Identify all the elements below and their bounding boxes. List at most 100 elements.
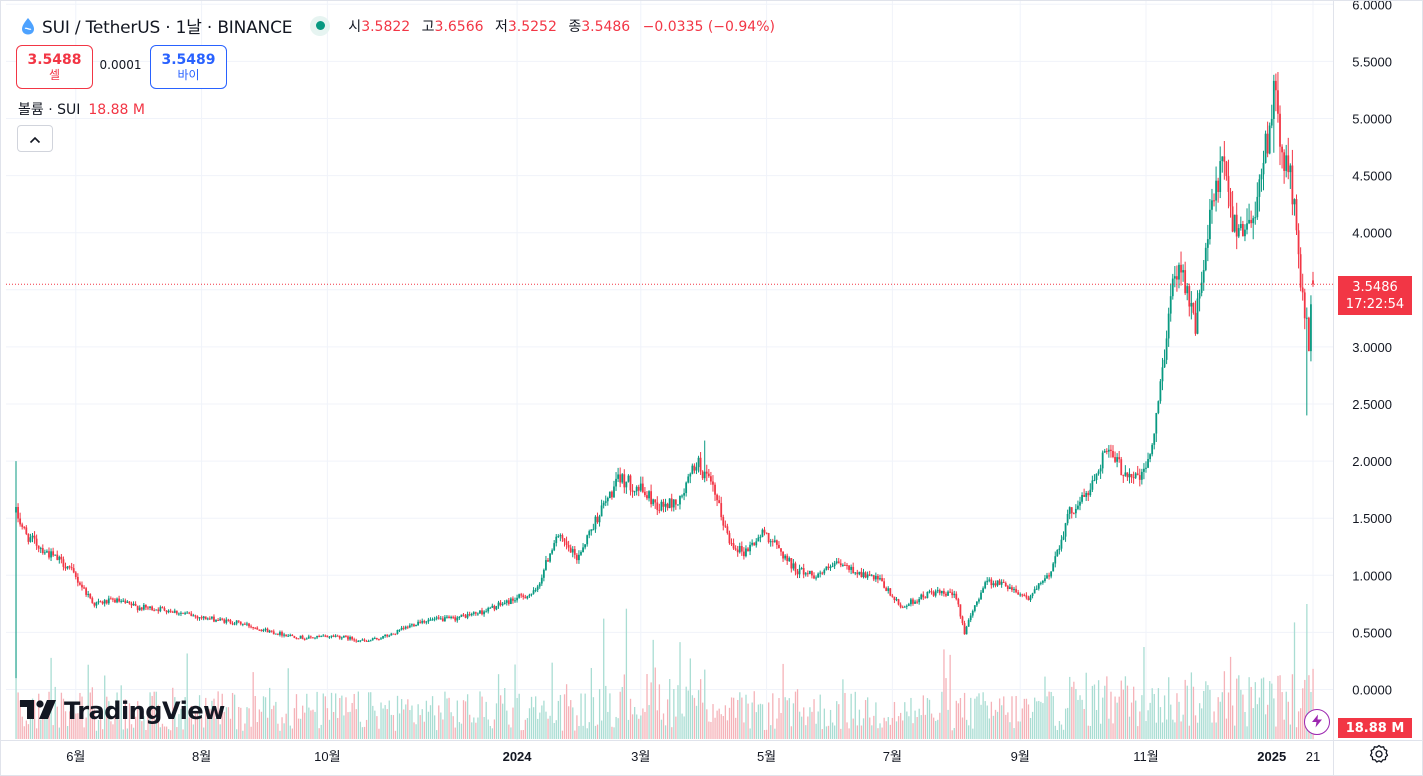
time-tick-label: 11월: [1133, 749, 1158, 764]
volume-bar: [314, 711, 316, 739]
candle-body: [617, 474, 620, 479]
candle: [794, 561, 797, 576]
candle: [679, 495, 681, 510]
chart-settings-button[interactable]: [1368, 744, 1390, 767]
volume-bar: [1287, 701, 1289, 739]
candle: [1052, 562, 1055, 572]
candle-body: [266, 628, 269, 633]
symbol-title[interactable]: SUI / TetherUS · 1날 · BINANCE: [42, 18, 293, 38]
volume-bar: [561, 730, 564, 739]
sell-button[interactable]: 3.5488 셀: [16, 45, 93, 89]
volume-label: 볼륨 · SUI: [18, 102, 81, 118]
candle-body: [258, 629, 261, 631]
volume-bar: [1073, 681, 1075, 739]
candle: [318, 634, 321, 638]
candle-body: [982, 588, 984, 593]
candle: [87, 590, 90, 598]
candle: [773, 535, 776, 543]
volume-badge: 18.88 M: [1338, 718, 1412, 738]
alert-bolt-button[interactable]: [1304, 709, 1330, 735]
candle: [85, 586, 88, 597]
price-tick-label: 5.0000: [1352, 112, 1392, 127]
volume-bar: [423, 721, 425, 739]
candle: [961, 615, 964, 626]
candle: [423, 619, 426, 624]
candle-body: [813, 575, 815, 579]
collapse-legend-button[interactable]: [17, 125, 53, 152]
volume-bar: [695, 705, 698, 739]
candle: [1072, 512, 1075, 515]
candle: [1068, 506, 1071, 520]
volume-bar: [704, 669, 706, 739]
volume-bar: [217, 691, 219, 739]
candle: [872, 574, 875, 582]
candle: [194, 614, 197, 619]
volume-bar: [1009, 722, 1011, 739]
candle-body: [483, 611, 485, 615]
candle-body: [926, 592, 929, 598]
candle: [635, 485, 638, 496]
candle-body: [289, 634, 292, 636]
volume-bar: [897, 716, 900, 739]
candle-body: [625, 481, 628, 488]
volume-bar: [1170, 704, 1172, 739]
buy-button[interactable]: 3.5489 바이: [150, 45, 227, 89]
candle: [580, 550, 582, 556]
candle: [980, 590, 982, 600]
candle-body: [163, 608, 166, 611]
candle: [625, 481, 628, 494]
volume-bar: [258, 709, 261, 739]
volume-bar: [287, 668, 289, 739]
candle: [555, 534, 558, 547]
candle: [250, 624, 252, 629]
candle-body: [388, 635, 391, 637]
candle-body: [1011, 587, 1013, 591]
candle: [1145, 461, 1147, 473]
volume-bar: [732, 697, 735, 739]
candle: [631, 484, 634, 498]
candle-body: [996, 580, 999, 586]
market-status-icon[interactable]: [310, 15, 331, 36]
candle-body: [231, 623, 234, 625]
volume-bar: [102, 729, 104, 739]
candle-body: [980, 592, 982, 600]
candle-body: [1074, 508, 1077, 514]
volume-bar: [669, 678, 671, 739]
volume-bar: [328, 719, 331, 739]
candle: [309, 635, 312, 639]
volume-bar: [1128, 716, 1131, 739]
tradingview-watermark[interactable]: TradingView: [20, 697, 225, 725]
candle: [844, 561, 846, 566]
volume-bar: [365, 719, 368, 739]
candle: [1312, 271, 1314, 287]
volume-bar: [376, 716, 378, 739]
candle-body: [850, 566, 853, 570]
candle-body: [74, 572, 77, 577]
volume-bar: [970, 697, 972, 739]
candle: [149, 606, 151, 611]
candle-body: [1130, 473, 1133, 478]
candle: [287, 633, 290, 637]
candle: [472, 611, 475, 616]
candle-body: [808, 570, 811, 574]
volume-bar: [1242, 694, 1244, 739]
candle-body: [563, 538, 566, 542]
candle: [988, 577, 991, 583]
candle-body: [264, 628, 267, 630]
sell-label: 셀: [48, 67, 61, 82]
candles: [15, 72, 1314, 679]
candle: [1219, 146, 1222, 199]
volume-bar: [699, 679, 702, 739]
candle-body: [788, 558, 791, 562]
candle-body: [435, 617, 438, 619]
candle-body: [318, 635, 321, 637]
candle: [483, 610, 485, 617]
candle: [798, 564, 801, 579]
volume-bar: [198, 695, 201, 739]
candle: [965, 625, 968, 635]
candle: [76, 573, 79, 587]
candle-body: [443, 617, 446, 622]
candle-body: [431, 619, 434, 621]
